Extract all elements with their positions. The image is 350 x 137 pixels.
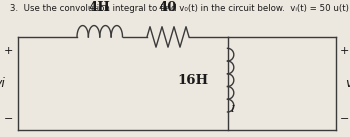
Text: 4H: 4H bbox=[89, 1, 111, 14]
Text: vo: vo bbox=[345, 77, 350, 90]
Text: 16H: 16H bbox=[177, 74, 208, 87]
Text: +: + bbox=[340, 46, 349, 56]
Text: vi: vi bbox=[0, 77, 5, 90]
Text: I: I bbox=[230, 105, 234, 114]
Text: 3.  Use the convolution integral to find v₀(t) in the circuit below.  vᵢ(t) = 50: 3. Use the convolution integral to find … bbox=[10, 4, 350, 13]
Text: −: − bbox=[4, 114, 13, 124]
Text: +: + bbox=[4, 46, 13, 56]
Text: −: − bbox=[340, 114, 349, 124]
Text: 40: 40 bbox=[159, 1, 177, 14]
